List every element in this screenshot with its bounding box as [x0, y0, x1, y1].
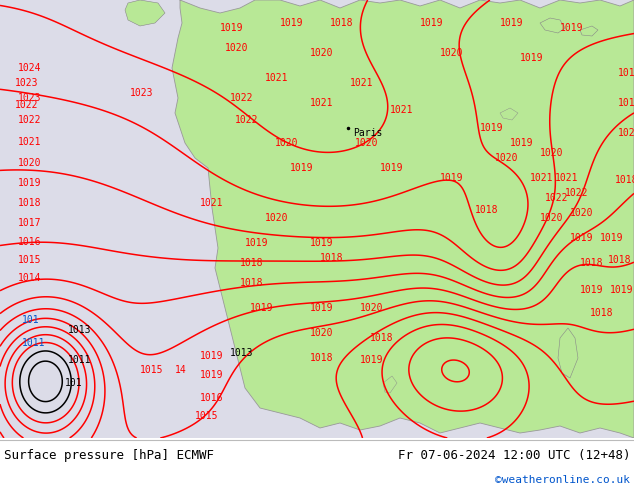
Text: 1018: 1018 [608, 255, 631, 265]
Text: 1019: 1019 [520, 53, 543, 63]
Text: 1016: 1016 [200, 393, 224, 403]
Text: 1018: 1018 [615, 175, 634, 185]
Text: 14: 14 [175, 365, 187, 375]
Text: 1016: 1016 [18, 237, 41, 247]
Text: 1019: 1019 [380, 163, 403, 173]
Text: 1019: 1019 [440, 173, 463, 183]
Text: Surface pressure [hPa] ECMWF: Surface pressure [hPa] ECMWF [4, 448, 214, 462]
Text: 1021: 1021 [200, 198, 224, 208]
Text: 1022: 1022 [18, 115, 41, 125]
Text: Paris: Paris [353, 128, 382, 138]
Text: 1021: 1021 [555, 173, 578, 183]
Text: 1014: 1014 [18, 273, 41, 283]
Text: 1021: 1021 [390, 105, 413, 115]
Text: 1024: 1024 [18, 63, 41, 73]
Text: 1022: 1022 [565, 188, 588, 198]
Text: ©weatheronline.co.uk: ©weatheronline.co.uk [495, 475, 630, 485]
Text: 1018: 1018 [310, 353, 333, 363]
Text: 1020: 1020 [310, 48, 333, 58]
Text: 1020: 1020 [618, 128, 634, 138]
Text: 1020: 1020 [225, 43, 249, 53]
Polygon shape [125, 0, 165, 26]
Text: 1022: 1022 [235, 115, 259, 125]
Text: 1011: 1011 [22, 338, 46, 348]
Text: 1017: 1017 [18, 218, 41, 228]
Polygon shape [558, 328, 578, 378]
Text: 1018: 1018 [370, 333, 394, 343]
Text: 1018: 1018 [18, 198, 41, 208]
Text: 1022: 1022 [230, 93, 254, 103]
Text: Fr 07-06-2024 12:00 UTC (12+48): Fr 07-06-2024 12:00 UTC (12+48) [398, 448, 630, 462]
Text: 1021: 1021 [18, 137, 41, 147]
Text: 1020: 1020 [570, 208, 593, 218]
Polygon shape [383, 376, 397, 393]
Text: 1021: 1021 [265, 73, 288, 83]
Text: 1019: 1019 [250, 303, 273, 313]
Text: 1021: 1021 [310, 98, 333, 108]
Text: 1019: 1019 [570, 233, 593, 243]
Text: 1023: 1023 [130, 88, 153, 98]
Text: 1019: 1019 [600, 233, 623, 243]
Text: 1019: 1019 [610, 285, 633, 295]
Text: 1020: 1020 [265, 213, 288, 223]
Text: 1015: 1015 [140, 365, 164, 375]
Text: 1019: 1019 [360, 355, 384, 365]
Text: 1019: 1019 [420, 18, 444, 28]
Text: 1019: 1019 [200, 370, 224, 380]
Text: 1018: 1018 [320, 253, 344, 263]
Text: 1019: 1019 [310, 238, 333, 248]
Text: 1019: 1019 [560, 23, 583, 33]
Text: 1020: 1020 [540, 148, 564, 158]
Text: 1020: 1020 [360, 303, 384, 313]
Text: 101: 101 [22, 315, 39, 325]
Text: 1020: 1020 [540, 213, 564, 223]
Text: 1023: 1023 [15, 78, 39, 88]
Text: 1020: 1020 [355, 138, 378, 148]
Text: 1011: 1011 [68, 355, 91, 365]
Text: 1020: 1020 [18, 158, 41, 168]
Text: 1019: 1019 [280, 18, 304, 28]
Text: 1020: 1020 [495, 153, 519, 163]
Text: 1018: 1018 [580, 258, 604, 268]
Text: 1018: 1018 [475, 205, 498, 215]
Text: 1019: 1019 [310, 303, 333, 313]
Text: 1022: 1022 [15, 100, 39, 110]
Text: 1019: 1019 [220, 23, 243, 33]
Text: 1015: 1015 [195, 411, 219, 421]
Text: 1020: 1020 [440, 48, 463, 58]
Text: 1022: 1022 [545, 193, 569, 203]
Text: 1023: 1023 [18, 93, 41, 103]
Text: 1019: 1019 [580, 285, 604, 295]
Text: 1019: 1019 [290, 163, 313, 173]
Text: 1019: 1019 [480, 123, 503, 133]
Text: 1021: 1021 [350, 78, 373, 88]
Text: 1019: 1019 [18, 178, 41, 188]
Text: 1021: 1021 [530, 173, 553, 183]
Polygon shape [580, 26, 598, 36]
Text: 1019: 1019 [200, 351, 224, 361]
Text: 1018: 1018 [240, 278, 264, 288]
Text: 1015: 1015 [18, 255, 41, 265]
Text: 1013: 1013 [68, 325, 91, 335]
Text: 1019: 1019 [618, 68, 634, 78]
Polygon shape [500, 108, 518, 120]
Polygon shape [540, 18, 565, 33]
Text: 1019: 1019 [510, 138, 533, 148]
Text: 1018: 1018 [330, 18, 354, 28]
Text: 1019: 1019 [500, 18, 524, 28]
Text: 1020: 1020 [310, 328, 333, 338]
Text: 1013: 1013 [230, 348, 254, 358]
Text: 101: 101 [65, 378, 82, 388]
Text: 1018: 1018 [590, 308, 614, 318]
Polygon shape [172, 0, 634, 438]
Text: 1019: 1019 [245, 238, 269, 248]
Text: 1018: 1018 [240, 258, 264, 268]
Text: 1019: 1019 [618, 98, 634, 108]
Text: 1020: 1020 [275, 138, 299, 148]
